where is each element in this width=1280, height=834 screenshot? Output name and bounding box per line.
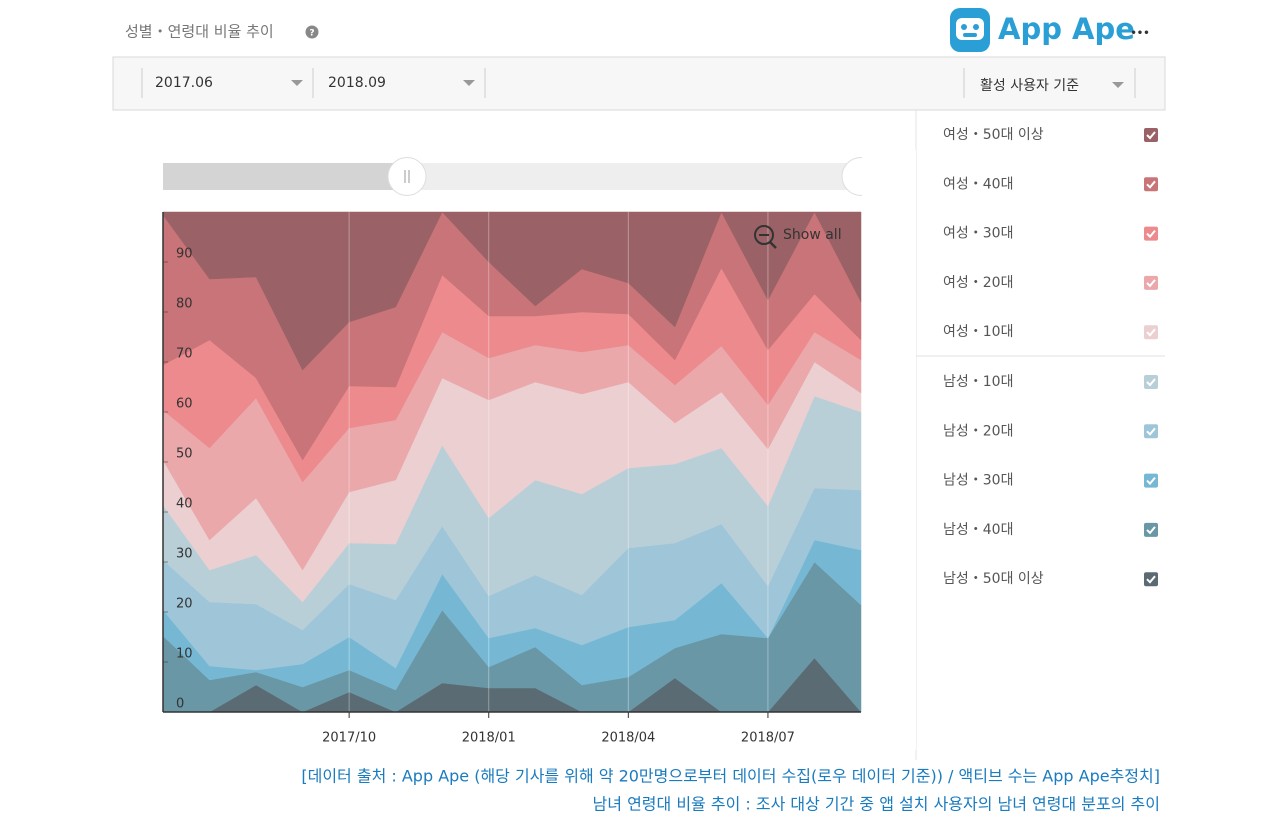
x-tick-label: 2018/04 [601, 731, 655, 746]
checkmark [1146, 229, 1156, 239]
legend-checkbox[interactable] [1144, 424, 1158, 439]
y-tick-label: 40 [176, 497, 193, 512]
y-tick-label: 80 [176, 297, 193, 312]
y-tick-label: 0 [176, 697, 184, 712]
legend-checkbox[interactable] [1144, 473, 1158, 488]
y-tick-label: 90 [176, 247, 193, 262]
legend-label: 여성・10대 [943, 324, 1013, 340]
legend-checkbox[interactable] [1144, 177, 1158, 192]
checkmark [1146, 378, 1156, 387]
legend-checkbox[interactable] [1144, 375, 1158, 389]
help-mark: ? [309, 29, 314, 39]
end-date-dropdown[interactable]: 2018.09 [328, 75, 386, 91]
x-tick-label: 2018/07 [741, 731, 795, 746]
start-date-dropdown[interactable]: 2017.06 [155, 75, 213, 91]
y-tick-label: 20 [176, 597, 193, 612]
dropdown-arrow [1112, 82, 1124, 88]
caption: [데이터 출처 : App Ape (해당 기사를 위해 약 20만명으로부터 … [301, 767, 1160, 786]
dropdown-arrow [463, 80, 475, 86]
legend-checkbox[interactable] [1144, 226, 1158, 241]
spacer [163, 190, 165, 192]
y-tick-label: 30 [176, 547, 193, 562]
checkmark [1146, 526, 1156, 535]
basis-dropdown[interactable]: 활성 사용자 기준 [980, 78, 1079, 94]
menu-button[interactable]: ••• [1130, 28, 1149, 39]
range-slider-outside [163, 163, 407, 190]
legend-checkbox[interactable] [1144, 522, 1158, 537]
legend-label: 여성・20대 [943, 275, 1013, 291]
checkmark [1146, 131, 1156, 140]
y-tick-label: 60 [176, 397, 193, 412]
y-tick-label: 50 [176, 447, 193, 462]
legend-label: 남성・20대 [943, 423, 1013, 439]
legend-label: 여성・30대 [943, 226, 1013, 242]
legend-label: 여성・40대 [943, 176, 1013, 192]
show-all-label: Show all [783, 227, 842, 243]
plot-clip [862, 150, 916, 750]
caption: 남녀 연령대 비율 추이 : 조사 대상 기간 중 앱 설치 사용자의 남녀 연… [593, 795, 1160, 814]
legend-label: 남성・50대 이상 [943, 571, 1044, 587]
x-tick-label: 2017/10 [322, 731, 376, 746]
legend-label: 남성・10대 [943, 374, 1013, 390]
show-all-button[interactable]: Show all [754, 225, 842, 249]
legend-label: 남성・40대 [943, 522, 1013, 538]
legend-checkbox[interactable] [1144, 572, 1158, 587]
legend-label: 남성・30대 [943, 473, 1013, 489]
checkmark [1146, 575, 1156, 584]
y-tick-label: 70 [176, 347, 193, 362]
toolbar [112, 56, 1166, 111]
checkmark [1146, 476, 1156, 486]
range-slider-handle[interactable] [387, 157, 427, 196]
y-tick-label: 10 [176, 647, 193, 662]
dropdown-arrow [291, 80, 303, 86]
logo-text: App Ape [998, 12, 1135, 46]
logo-icon [950, 8, 990, 52]
page-title: 성별・연령대 비율 추이 [125, 23, 274, 41]
x-tick-label: 2018/01 [462, 731, 516, 746]
area [162, 211, 862, 371]
legend-label: 여성・50대 이상 [943, 127, 1044, 143]
help-icon[interactable] [305, 25, 319, 39]
checkmark [1146, 427, 1156, 436]
plot: 2017/10 2018/01 2018/04 2018/07 0 10 20 30 40 50 6… [162, 211, 862, 746]
legend-checkbox[interactable] [1144, 325, 1158, 340]
checkmark [1146, 328, 1156, 337]
legend-checkbox[interactable] [1144, 275, 1158, 290]
legend-checkbox[interactable] [1144, 128, 1158, 142]
checkmark [1146, 180, 1156, 189]
checkmark [1146, 279, 1156, 288]
